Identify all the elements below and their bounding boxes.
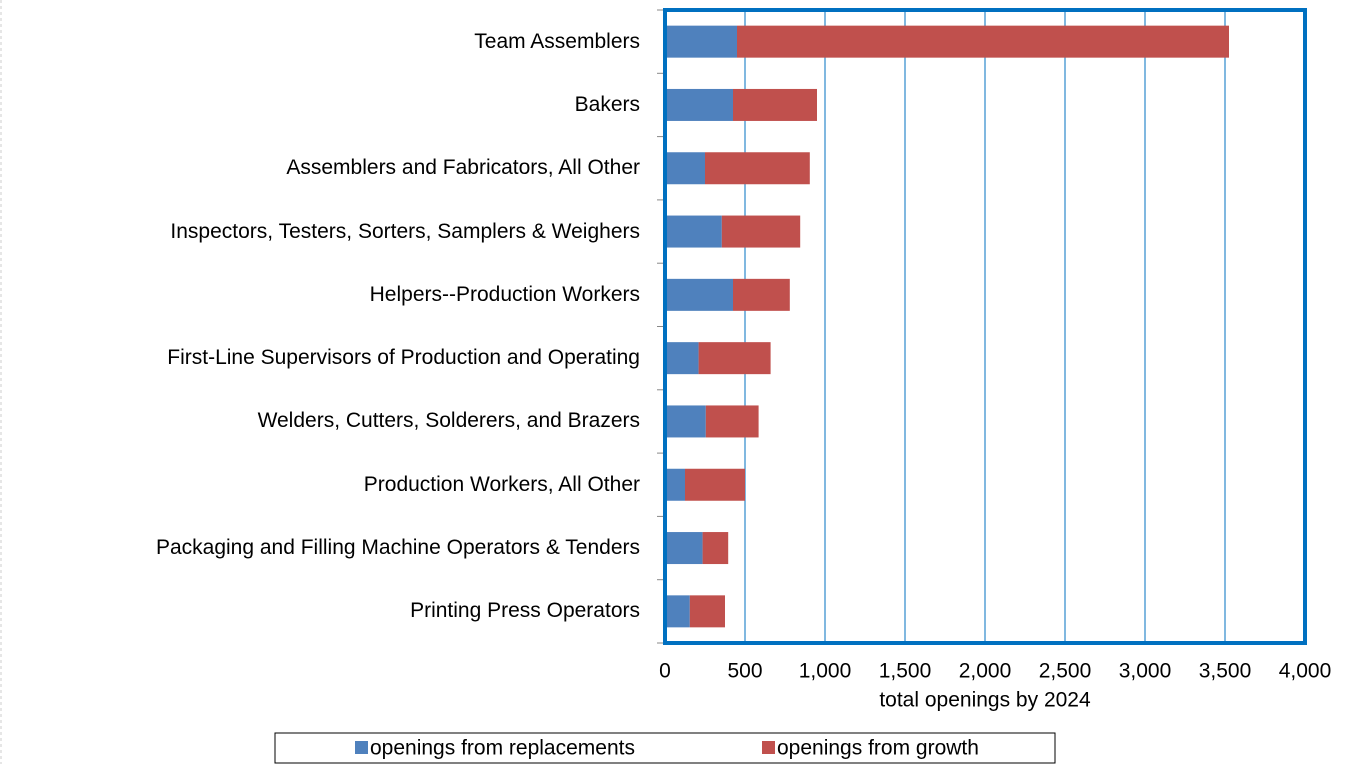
bar-segment — [665, 152, 705, 185]
y-tick-label: Packaging and Filling Machine Operators … — [155, 536, 640, 560]
bar-segment — [733, 88, 817, 121]
bar-segment — [665, 88, 733, 121]
category-label-box: Assemblers and Fabricators, All Other — [8, 138, 640, 198]
x-tick-label: 0 — [659, 660, 671, 683]
x-tick-label: 4,000 — [1279, 660, 1332, 683]
plot-frame — [663, 8, 1307, 645]
y-tick-label: Team Assemblers — [474, 29, 640, 53]
x-tick-label: 500 — [727, 660, 762, 683]
bar-segment — [665, 278, 733, 311]
y-tick-label: Bakers — [574, 92, 640, 116]
category-label-box: Helpers--Production Workers — [8, 265, 640, 325]
bar-segment — [665, 405, 706, 438]
y-tick-label: Assemblers and Fabricators, All Other — [286, 156, 640, 180]
y-tick-label: First-Line Supervisors of Production and… — [167, 346, 640, 370]
bar-segment — [665, 25, 737, 58]
bar-segment — [737, 25, 1229, 58]
bar-segment — [733, 278, 790, 311]
legend-swatch — [762, 741, 775, 754]
x-tick-label: 3,000 — [1119, 660, 1172, 683]
x-axis-title: total openings by 2024 — [879, 689, 1091, 712]
bar-segment — [702, 532, 729, 565]
y-tick-label: Helpers--Production Workers — [369, 282, 640, 306]
category-label-box: Printing Press Operators — [8, 581, 640, 641]
legend-swatch — [355, 741, 368, 754]
y-tick-label: Inspectors, Testers, Sorters, Samplers &… — [170, 219, 640, 243]
bar-segment — [685, 468, 745, 501]
bar-segment — [698, 342, 771, 375]
legend-label: openings from replacements — [370, 737, 635, 760]
bar-segment — [665, 595, 690, 628]
x-tick-label: 1,000 — [799, 660, 852, 683]
x-tick-label: 2,500 — [1039, 660, 1092, 683]
y-tick-label: Welders, Cutters, Solderers, and Brazers — [257, 409, 640, 433]
legend-label: openings from growth — [777, 737, 979, 760]
bar-segment — [705, 152, 810, 185]
category-label-box: Packaging and Filling Machine Operators … — [8, 518, 640, 578]
bar-segment — [689, 595, 725, 628]
x-tick-label: 3,500 — [1199, 660, 1252, 683]
category-label-box: Welders, Cutters, Solderers, and Brazers — [8, 391, 640, 451]
y-tick-label: Production Workers, All Other — [363, 472, 640, 496]
bar-segment — [705, 405, 759, 438]
x-tick-label: 2,000 — [959, 660, 1012, 683]
category-label-box: Bakers — [8, 75, 640, 135]
bar-segment — [665, 468, 685, 501]
category-label-box: Production Workers, All Other — [8, 455, 640, 515]
y-tick-label: Printing Press Operators — [410, 599, 640, 623]
bar-segment — [665, 215, 722, 248]
x-tick-label: 1,500 — [879, 660, 932, 683]
legend-box — [274, 732, 1056, 764]
category-label-box: Team Assemblers — [8, 12, 640, 72]
category-label-box: First-Line Supervisors of Production and… — [8, 328, 640, 388]
bar-segment — [665, 342, 699, 375]
bar-segment — [665, 532, 703, 565]
category-label-box: Inspectors, Testers, Sorters, Samplers &… — [8, 202, 640, 262]
bar-segment — [721, 215, 801, 248]
